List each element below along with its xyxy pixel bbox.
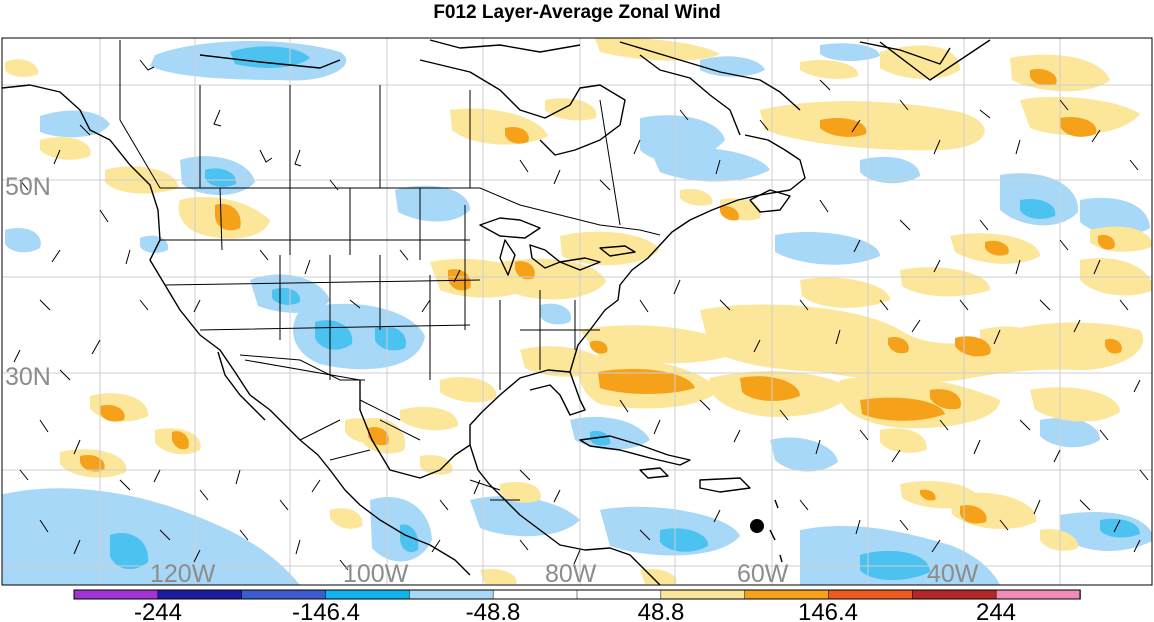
lat-label-30n: 30N: [5, 363, 51, 391]
colorbar-segment: [996, 590, 1080, 599]
colorbar-segment: [661, 590, 745, 599]
station-marker: [750, 519, 764, 533]
colorbar: -244 -146.4 -48.8 48.8 146.4 244: [74, 590, 1081, 622]
lon-label-120w: 120W: [150, 560, 216, 588]
colorbar-segment: [242, 590, 326, 599]
colorbar-segment: [74, 590, 158, 599]
colorbar-segments: [74, 590, 1081, 599]
lat-label-50n: 50N: [5, 173, 51, 201]
lon-label-100w: 100W: [343, 560, 409, 588]
colorbar-segment: [745, 590, 829, 599]
colorbar-segment: [577, 590, 661, 599]
colorbar-label-neg-48: -48.8: [466, 599, 521, 622]
colorbar-label-neg-244: -244: [134, 599, 182, 622]
colorbar-segment: [326, 590, 410, 599]
lon-label-40w: 40W: [927, 560, 979, 588]
colorbar-segment: [912, 590, 996, 599]
colorbar-label-pos-244: 244: [976, 599, 1016, 622]
colorbar-segment: [158, 590, 242, 599]
lon-label-80w: 80W: [545, 560, 597, 588]
colorbar-segment: [493, 590, 577, 599]
colorbar-label-pos-48: 48.8: [638, 599, 685, 622]
colorbar-segment: [829, 590, 913, 599]
colorbar-label-neg-146: -146.4: [292, 599, 360, 622]
colorbar-label-pos-146: 146.4: [798, 599, 858, 622]
lon-label-60w: 60W: [737, 560, 789, 588]
colorbar-segment: [409, 590, 493, 599]
